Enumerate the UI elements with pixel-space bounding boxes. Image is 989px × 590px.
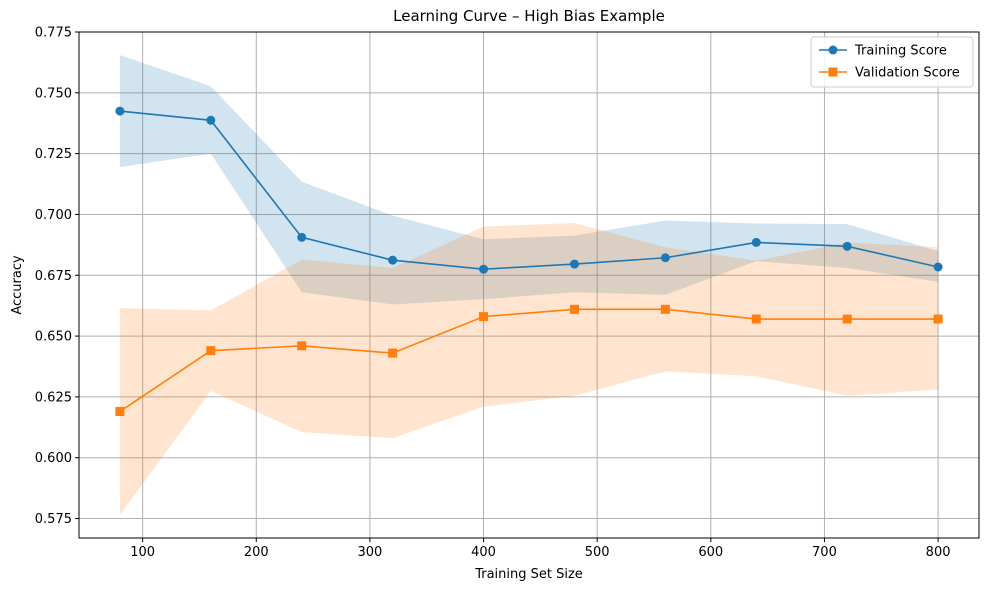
x-tick-label: 500	[585, 545, 610, 560]
y-tick-label: 0.650	[35, 330, 72, 345]
x-tick-label: 700	[812, 545, 837, 560]
data-point-validation	[297, 341, 307, 351]
x-tick-label: 400	[471, 545, 496, 560]
data-point-training	[388, 255, 398, 265]
confidence-band-training	[119, 55, 939, 305]
data-point-validation	[660, 304, 670, 314]
y-tick-label: 0.700	[35, 208, 72, 223]
series-line-validation	[119, 308, 939, 413]
y-tick-label: 0.600	[35, 451, 72, 466]
chart-title: Learning Curve – High Bias Example	[393, 7, 665, 25]
y-tick-label: 0.575	[35, 512, 72, 527]
legend-box	[810, 36, 974, 88]
legend-marker-validation	[828, 67, 838, 77]
y-axis-label: Accuracy	[10, 255, 25, 315]
x-tick-label: 200	[244, 545, 269, 560]
data-point-training	[115, 106, 125, 116]
y-tick-label: 0.625	[35, 390, 72, 405]
data-point-training	[751, 237, 761, 247]
data-point-training	[206, 115, 216, 125]
data-point-training	[933, 262, 943, 272]
x-tick-label: 300	[357, 545, 382, 560]
y-tick-label: 0.750	[35, 86, 72, 101]
data-point-validation	[751, 314, 761, 324]
series-line-training	[119, 110, 939, 270]
confidence-bands	[119, 55, 939, 515]
axis-ticks: 100 200 300 400 500 600 700 800 0.575 0.600 0.625 0…	[35, 26, 951, 561]
series-markers	[115, 106, 943, 416]
x-axis-label: Training Set Size	[474, 567, 583, 582]
data-point-validation	[115, 407, 125, 416]
x-tick-label: 100	[130, 545, 155, 560]
data-point-training	[297, 232, 307, 242]
series-lines	[119, 110, 939, 413]
y-tick-label: 0.675	[35, 269, 72, 284]
legend-label-training: Training Score	[854, 44, 947, 59]
data-point-training	[842, 241, 852, 251]
legend-marker-training	[828, 45, 838, 55]
data-point-training	[479, 264, 489, 274]
confidence-band-validation	[119, 222, 939, 515]
data-point-training	[660, 253, 670, 263]
data-point-validation	[206, 346, 216, 356]
data-point-validation	[842, 314, 852, 324]
grid-lines	[79, 31, 979, 538]
data-point-validation	[388, 348, 398, 358]
data-point-training	[569, 259, 579, 269]
plot-frame	[78, 31, 980, 539]
y-tick-label: 0.775	[35, 26, 72, 41]
y-tick-label: 0.725	[35, 147, 72, 162]
x-tick-label: 600	[698, 545, 723, 560]
x-tick-label: 800	[926, 545, 951, 560]
legend: Training Score Validation Score	[810, 36, 974, 88]
data-point-validation	[569, 304, 579, 314]
data-point-validation	[933, 314, 943, 324]
data-point-validation	[479, 312, 489, 322]
legend-label-validation: Validation Score	[855, 66, 960, 81]
